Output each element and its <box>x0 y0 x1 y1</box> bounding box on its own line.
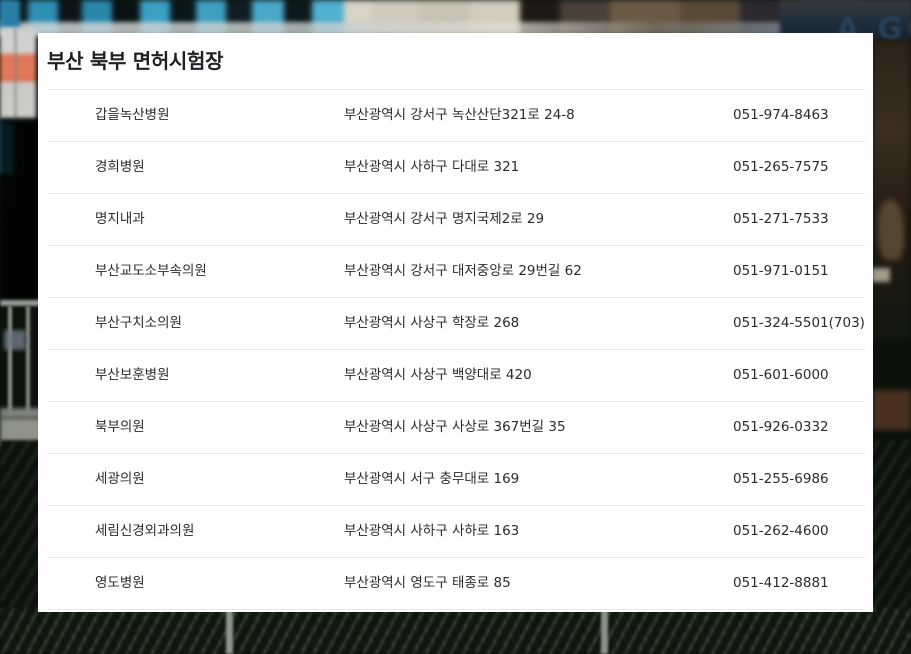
hospital-address: 부산광역시 영도구 태종로 85 <box>344 574 511 591</box>
row-divider <box>48 505 865 506</box>
hospital-name: 세림신경외과의원 <box>95 522 195 539</box>
row-divider <box>48 141 865 142</box>
background-left-wall <box>0 28 36 120</box>
hospital-name: 갑을녹산병원 <box>95 106 170 123</box>
hospital-name: 세광의원 <box>95 470 145 487</box>
background-left-shadow <box>0 118 40 308</box>
table-row: 세광의원 부산광역시 서구 충무대로 169 051-255-6986 <box>38 454 873 505</box>
background-fence-post <box>226 608 233 654</box>
row-divider <box>48 193 865 194</box>
background-left-sign <box>4 330 26 350</box>
table-row: 세림신경외과의원 부산광역시 사하구 사하로 163 051-262-4600 <box>38 506 873 557</box>
hospital-address: 부산광역시 사하구 다대로 321 <box>344 158 520 175</box>
hospital-address: 부산광역시 강서구 명지국제2로 29 <box>344 210 545 227</box>
background-fence-post <box>601 608 608 654</box>
background-left-wall-seam <box>14 28 17 120</box>
row-divider <box>48 401 865 402</box>
table-row: 경희병원 부산광역시 사하구 다대로 321 051-265-7575 <box>38 142 873 193</box>
hospital-phone: 051-255-6986 <box>733 470 829 487</box>
hospital-name: 북부의원 <box>95 418 145 435</box>
hospital-phone: 051-601-6000 <box>733 366 829 383</box>
background-left-rail <box>0 300 42 306</box>
background-facade-sheen <box>0 22 911 36</box>
hospital-phone: 051-265-7575 <box>733 158 829 175</box>
table-row: 부산보훈병원 부산광역시 사상구 백양대로 420 051-601-6000 <box>38 350 873 401</box>
hospital-name: 명지내과 <box>95 210 145 227</box>
hospital-name: 부산교도소부속의원 <box>95 262 207 279</box>
background-left-post <box>26 306 30 416</box>
row-divider <box>48 453 865 454</box>
hospital-phone: 051-324-5501(703) <box>733 314 865 331</box>
table-row: 영도병원 부산광역시 영도구 태종로 85 051-412-8881 <box>38 558 873 609</box>
hospital-table: 갑을녹산병원 부산광역시 강서구 녹산산단321로 24-8 051-974-846… <box>38 90 873 610</box>
background-right-wall <box>872 40 911 340</box>
background-left-kerb <box>0 408 42 418</box>
info-card: 부산 북부 면허시험장 갑을녹산병원 부산광역시 강서구 녹산산단321로 24-… <box>38 33 873 612</box>
background-left-post <box>8 306 12 416</box>
row-divider <box>48 557 865 558</box>
row-divider <box>48 297 865 298</box>
hospital-address: 부산광역시 강서구 대저중앙로 29번길 62 <box>344 262 582 279</box>
hospital-phone: 051-271-7533 <box>733 210 829 227</box>
hospital-phone: 051-926-0332 <box>733 418 829 435</box>
hospital-address: 부산광역시 사상구 사상로 367번길 35 <box>344 418 566 435</box>
hospital-phone: 051-262-4600 <box>733 522 829 539</box>
hospital-name: 경희병원 <box>95 158 145 175</box>
hospital-address: 부산광역시 강서구 녹산산단321로 24-8 <box>344 106 575 123</box>
hospital-name: 부산보훈병원 <box>95 366 170 383</box>
background-right-object <box>878 200 904 260</box>
hospital-address: 부산광역시 사하구 사하로 163 <box>344 522 520 539</box>
hospital-phone: 051-974-8463 <box>733 106 829 123</box>
hospital-phone: 051-971-0151 <box>733 262 829 279</box>
hospital-phone: 051-412-8881 <box>733 574 829 591</box>
page-title: 부산 북부 면허시험장 <box>47 49 224 73</box>
table-row: 부산구치소의원 부산광역시 사상구 학장로 268 051-324-5501(703… <box>38 298 873 349</box>
table-row: 북부의원 부산광역시 사상구 사상로 367번길 35 051-926-0332 <box>38 402 873 453</box>
row-divider <box>48 245 865 246</box>
table-row: 갑을녹산병원 부산광역시 강서구 녹산산단321로 24-8 051-974-846… <box>38 90 873 141</box>
table-row: 명지내과 부산광역시 강서구 명지국제2로 29 051-271-7533 <box>38 194 873 245</box>
hospital-address: 부산광역시 사상구 백양대로 420 <box>344 366 532 383</box>
background-right-highlight <box>872 268 890 282</box>
row-divider <box>48 609 865 610</box>
table-row: 부산교도소부속의원 부산광역시 강서구 대저중앙로 29번길 62 051-971-… <box>38 246 873 297</box>
header-divider <box>48 89 865 90</box>
hospital-name: 영도병원 <box>95 574 145 591</box>
background-foliage <box>0 608 911 654</box>
background-right-brick <box>872 390 911 430</box>
card-header: 부산 북부 면허시험장 <box>38 33 873 89</box>
background-left-blue-panel <box>0 0 20 28</box>
hospital-address: 부산광역시 사상구 학장로 268 <box>344 314 520 331</box>
hospital-address: 부산광역시 서구 충무대로 169 <box>344 470 520 487</box>
hospital-name: 부산구치소의원 <box>95 314 182 331</box>
row-divider <box>48 349 865 350</box>
